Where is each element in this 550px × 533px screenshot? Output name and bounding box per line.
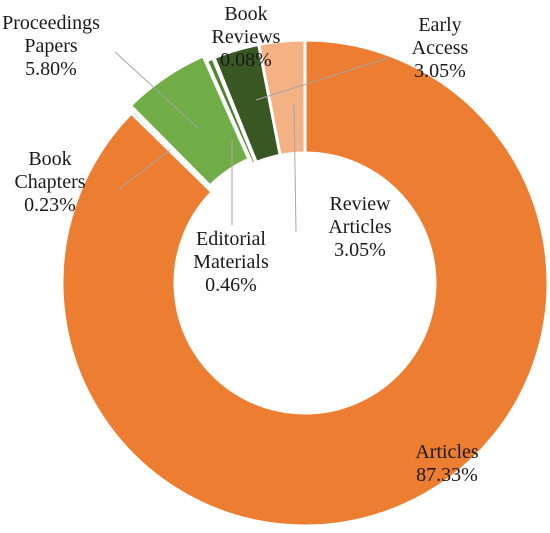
category-name: Early Access (411, 14, 469, 59)
leader-line (293, 103, 297, 233)
slice-label: Articles 87.33% (392, 441, 502, 487)
slice (129, 108, 216, 195)
value-label: 3.05% (414, 60, 466, 82)
category-name: Review Articles (328, 193, 392, 238)
value-label: 5.80% (25, 58, 77, 80)
value-label: 3.05% (334, 239, 386, 261)
leader-line (117, 149, 171, 191)
slice (256, 38, 307, 158)
slices (60, 38, 550, 528)
category-name: Book Reviews (211, 3, 281, 48)
value-label: 0.46% (205, 274, 257, 296)
slice-label: Proceedings Papers 5.80% (2, 12, 100, 81)
slice-label: Book Reviews 0.08% (200, 3, 292, 72)
value-label: 0.23% (24, 194, 76, 216)
value-label: 0.08% (220, 49, 272, 71)
leader-line (255, 57, 389, 101)
slice (60, 38, 550, 528)
category-name: Editorial Materials (193, 228, 269, 273)
category-name: Proceedings Papers (2, 12, 100, 57)
leader-lines (114, 51, 389, 233)
slice-label: Early Access 3.05% (395, 14, 485, 83)
slice-label: Book Chapters 0.23% (0, 148, 100, 217)
category-name: Articles (415, 441, 479, 463)
slice-label: Editorial Materials 0.46% (175, 228, 287, 297)
slice-label: Review Articles 3.05% (305, 193, 415, 262)
leader-line (114, 51, 199, 129)
category-name: Book Chapters (14, 148, 86, 193)
value-label: 87.33% (416, 464, 478, 486)
